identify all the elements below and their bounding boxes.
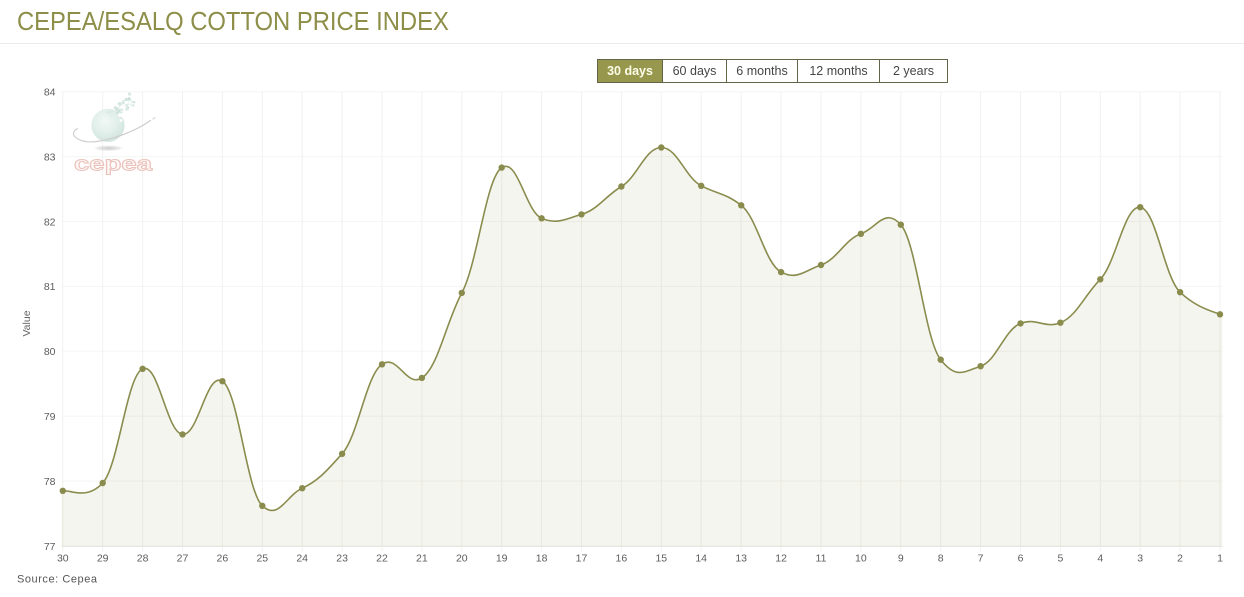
svg-text:Source: Cepea: Source: Cepea — [17, 574, 98, 586]
svg-text:18: 18 — [536, 553, 548, 565]
svg-text:16: 16 — [616, 553, 628, 565]
svg-text:29: 29 — [97, 553, 109, 565]
svg-text:28: 28 — [137, 553, 149, 565]
svg-text:17: 17 — [576, 553, 588, 565]
svg-text:3: 3 — [1137, 553, 1143, 565]
svg-text:2: 2 — [1177, 553, 1183, 565]
svg-text:23: 23 — [336, 553, 348, 565]
svg-text:9: 9 — [898, 553, 904, 565]
svg-text:1: 1 — [1217, 553, 1223, 565]
svg-text:8: 8 — [938, 553, 944, 565]
svg-text:Value: Value — [21, 310, 33, 336]
svg-text:15: 15 — [655, 553, 667, 565]
svg-text:5: 5 — [1057, 553, 1063, 565]
svg-text:81: 81 — [44, 281, 56, 293]
svg-text:24: 24 — [296, 553, 308, 565]
svg-text:30: 30 — [57, 553, 69, 565]
svg-text:6: 6 — [1018, 553, 1024, 565]
svg-text:78: 78 — [44, 476, 56, 488]
svg-text:82: 82 — [44, 216, 56, 228]
svg-text:21: 21 — [416, 553, 428, 565]
svg-text:10: 10 — [855, 553, 867, 565]
svg-text:20: 20 — [456, 553, 468, 565]
svg-text:11: 11 — [816, 553, 827, 565]
svg-text:cepea: cepea — [74, 154, 153, 176]
svg-text:27: 27 — [177, 553, 189, 565]
svg-text:7: 7 — [978, 553, 984, 565]
svg-text:22: 22 — [376, 553, 388, 565]
svg-text:77: 77 — [44, 541, 56, 553]
svg-text:19: 19 — [496, 553, 508, 565]
svg-text:80: 80 — [44, 346, 56, 358]
svg-text:4: 4 — [1097, 553, 1103, 565]
svg-text:13: 13 — [735, 553, 747, 565]
svg-text:25: 25 — [256, 553, 268, 565]
svg-text:12: 12 — [775, 553, 787, 565]
svg-text:84: 84 — [44, 87, 56, 99]
svg-text:83: 83 — [44, 151, 56, 163]
svg-text:79: 79 — [44, 411, 56, 423]
svg-text:26: 26 — [217, 553, 229, 565]
svg-text:14: 14 — [695, 553, 707, 565]
